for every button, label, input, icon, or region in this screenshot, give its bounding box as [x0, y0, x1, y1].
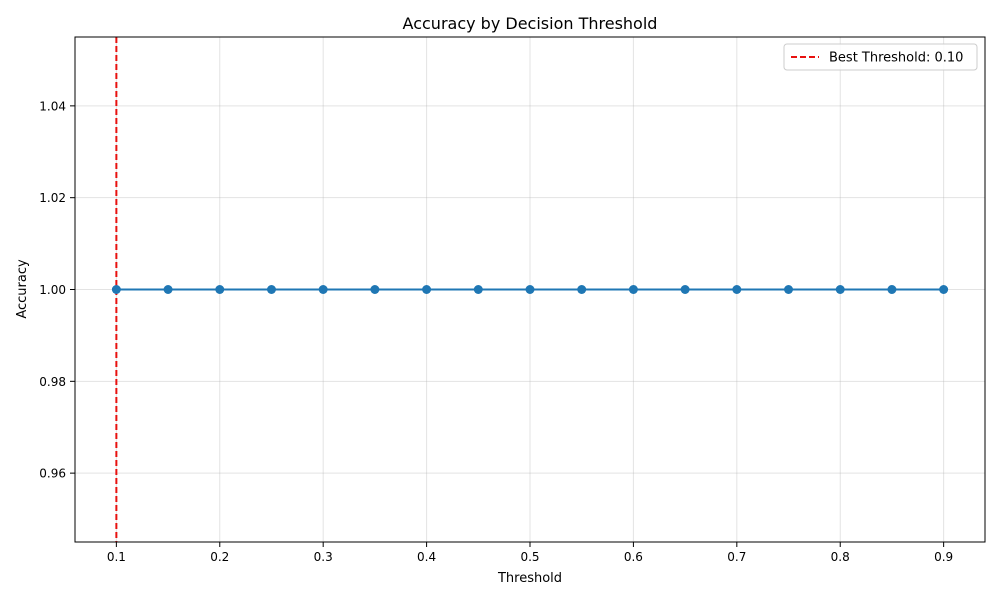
x-tick-label: 0.1 [107, 550, 126, 564]
accuracy-data-point [266, 285, 276, 294]
accuracy-data-point [628, 285, 638, 294]
x-tick-label: 0.8 [831, 550, 850, 564]
legend-label: Best Threshold: 0.10 [829, 51, 963, 66]
y-tick-label: 0.96 [39, 467, 66, 481]
accuracy-data-point [370, 285, 380, 294]
accuracy-data-point [835, 285, 845, 294]
y-tick-label: 1.04 [39, 99, 66, 113]
accuracy-data-point [680, 285, 690, 294]
legend-box [783, 43, 978, 71]
y-tick-label: 1.00 [39, 283, 66, 297]
y-tick-label: 0.98 [39, 375, 66, 389]
accuracy-data-point [939, 285, 949, 294]
accuracy-data-point [163, 285, 173, 294]
accuracy-data-point [577, 285, 587, 294]
x-tick-label: 0.2 [210, 550, 229, 564]
x-tick-label: 0.4 [417, 550, 436, 564]
legend: Best Threshold: 0.10 [783, 43, 978, 71]
accuracy-data-point [784, 285, 794, 294]
x-tick-label: 0.6 [624, 550, 643, 564]
x-tick-label: 0.7 [727, 550, 746, 564]
accuracy-data-point [422, 285, 432, 294]
accuracy-data-point [732, 285, 742, 294]
x-tick-label: 0.3 [314, 550, 333, 564]
x-tick-label: 0.5 [520, 550, 539, 564]
series-layer [111, 285, 949, 294]
accuracy-data-point [111, 285, 121, 294]
accuracy-data-point [215, 285, 225, 294]
x-axis-ticks: 0.1 0.2 0.3 0.4 0.5 0.6 0.7 0.8 0.9 [107, 542, 953, 564]
y-axis-label: Accuracy [15, 259, 30, 319]
accuracy-data-point [887, 285, 897, 294]
chart-title: Accuracy by Decision Threshold [403, 14, 658, 33]
x-axis-label: Threshold [497, 571, 562, 586]
accuracy-data-point [525, 285, 535, 294]
accuracy-data-point [318, 285, 328, 294]
y-tick-label: 1.02 [39, 191, 66, 205]
accuracy-data-point [473, 285, 483, 294]
y-axis-ticks: 0.96 0.98 1.00 1.02 1.04 [39, 99, 75, 481]
x-tick-label: 0.9 [934, 550, 953, 564]
